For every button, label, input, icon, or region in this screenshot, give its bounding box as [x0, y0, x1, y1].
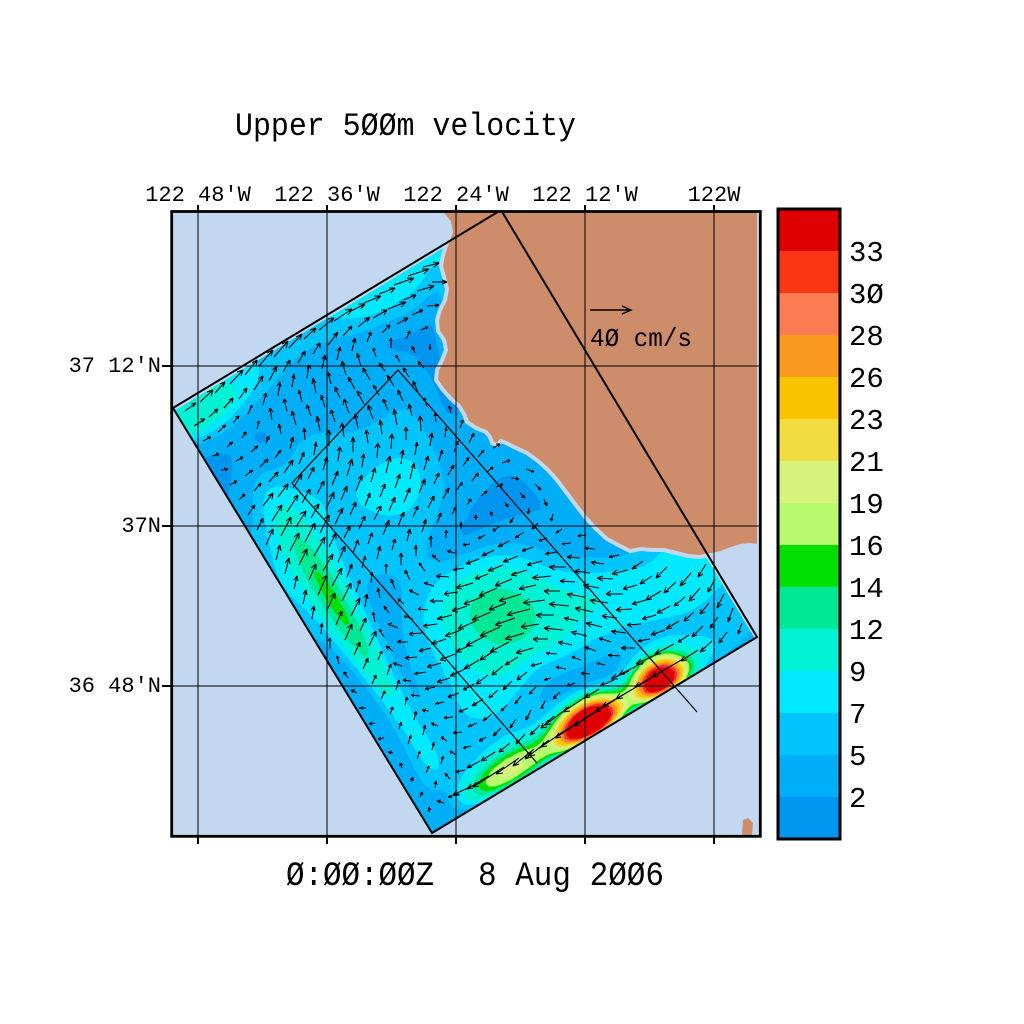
svg-text:9: 9 — [849, 657, 866, 690]
svg-text:7: 7 — [849, 699, 866, 732]
svg-text:2: 2 — [849, 783, 866, 816]
svg-text:4Ø cm/s: 4Ø cm/s — [590, 324, 692, 354]
svg-text:122W: 122W — [688, 183, 742, 208]
svg-text:122 36'W: 122 36'W — [274, 183, 380, 208]
svg-text:21: 21 — [849, 447, 884, 480]
svg-text:33: 33 — [849, 237, 884, 270]
svg-text:122 24'W: 122 24'W — [403, 183, 509, 208]
svg-text:3Ø: 3Ø — [849, 279, 884, 312]
svg-text:Ø:ØØ:ØØZ: Ø:ØØ:ØØZ — [286, 858, 434, 896]
svg-text:5: 5 — [849, 741, 866, 774]
svg-text:14: 14 — [849, 573, 884, 606]
svg-text:8 Aug 2ØØ6: 8 Aug 2ØØ6 — [478, 858, 664, 896]
svg-text:28: 28 — [849, 321, 884, 354]
svg-text:23: 23 — [849, 405, 884, 438]
svg-text:26: 26 — [849, 363, 884, 396]
svg-text:37 12'N: 37 12'N — [69, 354, 161, 379]
svg-text:Upper 5ØØm velocity: Upper 5ØØm velocity — [235, 108, 576, 145]
svg-text:16: 16 — [849, 531, 884, 564]
svg-text:36 48'N: 36 48'N — [69, 674, 161, 699]
svg-text:122 48'W: 122 48'W — [145, 183, 251, 208]
svg-text:12: 12 — [849, 615, 884, 648]
svg-text:19: 19 — [849, 489, 884, 522]
svg-text:37N: 37N — [121, 514, 161, 539]
svg-text:122 12'W: 122 12'W — [532, 183, 638, 208]
